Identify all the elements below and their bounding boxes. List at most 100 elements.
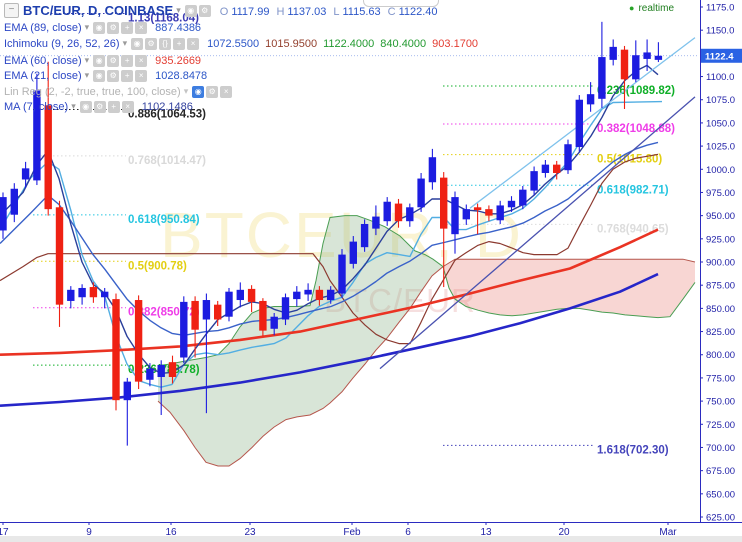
chevron-down-icon[interactable]: ▾ (183, 86, 189, 96)
candle-body (225, 291, 233, 317)
indicator-label[interactable]: EMA (89, close) (4, 21, 82, 34)
eye-icon[interactable]: ◉ (93, 21, 106, 34)
candle-body (112, 299, 120, 401)
indicator-value: 840.4000 (380, 37, 427, 50)
price-axis[interactable]: 1175.0 1150.0 1100.0 1075.0 1050.0 1025.0 1000… (700, 3, 742, 524)
time-axis[interactable]: 17 9 16 23 Feb 6 13 20 Mar (0, 522, 677, 538)
candle-body (620, 49, 629, 80)
close-icon[interactable]: × (135, 21, 148, 34)
legend-row-ma7: MA (7, close) ▾ ◉ ⚙ + × 1102.1486 (4, 99, 193, 114)
gear-icon[interactable]: ⚙ (145, 37, 158, 50)
gear-icon[interactable]: ⚙ (107, 54, 120, 67)
candle-body (44, 105, 52, 210)
candle-body (0, 197, 7, 231)
close-icon[interactable]: × (121, 100, 134, 113)
legend-row-linreg: Lin Reg (2, -2, true, true, 100, close) ▾… (4, 84, 234, 99)
close-icon[interactable]: × (187, 37, 200, 50)
candle-body (180, 301, 188, 358)
indicator-label[interactable]: MA (7, close) (4, 100, 69, 113)
realtime-status: ● realtime (629, 3, 674, 14)
candle-body (236, 289, 244, 301)
chevron-down-icon[interactable]: ▾ (84, 55, 90, 65)
candle-body (33, 90, 41, 181)
close-icon[interactable]: × (135, 69, 148, 82)
candle-body (67, 289, 75, 301)
axes (0, 0, 742, 523)
price-tick-label: 625.00 (706, 513, 735, 524)
symbol-title[interactable]: BTC/EUR, D, COINBASE (23, 3, 174, 18)
plus-icon[interactable]: + (107, 100, 120, 113)
bottom-edge-strip (0, 536, 742, 542)
close-icon[interactable]: × (220, 85, 233, 98)
gear-icon[interactable]: ⚙ (206, 85, 219, 98)
indicator-label[interactable]: Ichimoku (9, 26, 52, 26) (4, 37, 120, 50)
chevron-down-icon[interactable]: ▾ (84, 22, 90, 32)
eye-icon[interactable]: ◉ (184, 4, 197, 17)
candle-body (270, 316, 278, 329)
ichimoku-cloud-red (443, 259, 695, 318)
chevron-down-icon[interactable]: ▾ (84, 70, 90, 80)
ohlc-letter: C (387, 5, 396, 18)
gear-icon[interactable]: ⚙ (93, 100, 106, 113)
price-tick-label: 700.00 (706, 443, 735, 454)
collapse-legend-button[interactable]: − (4, 3, 19, 18)
candle-body (519, 189, 527, 206)
eye-icon[interactable]: ◉ (93, 69, 106, 82)
candle-body (541, 164, 550, 173)
candle-body (259, 300, 267, 331)
plus-icon[interactable]: + (121, 54, 134, 67)
candle-body (304, 289, 312, 295)
eye-icon[interactable]: ◉ (79, 100, 92, 113)
chevron-down-icon[interactable]: ▾ (122, 38, 128, 48)
candle-body (214, 304, 222, 320)
candle-body (654, 55, 663, 60)
candle-body (338, 254, 346, 294)
gear-icon[interactable]: ⚙ (198, 4, 211, 17)
eye-icon[interactable]: ◉ (131, 37, 144, 50)
candle-body (553, 164, 561, 173)
candle-body (157, 364, 165, 377)
chevron-down-icon[interactable]: ▾ (176, 5, 181, 15)
ohlc-readout: O 1117.99 H 1137.03 L 1115.63 C 1122.40 (213, 2, 438, 20)
candle-body (643, 52, 651, 59)
candle-body (564, 144, 572, 171)
price-tick-label: 675.00 (706, 466, 735, 477)
chevron-down-icon[interactable]: ▾ (71, 101, 76, 111)
candle-body (78, 287, 86, 298)
braces-icon[interactable]: {} (159, 37, 172, 50)
legend-row-ema89: EMA (89, close) ▾ ◉ ⚙ + × 887.4386 (4, 20, 201, 35)
fib-label-left: 1.13(1168.04) (128, 12, 199, 24)
linreg-median-line (379, 96, 696, 370)
plus-icon[interactable]: + (121, 69, 134, 82)
candle-body (146, 368, 154, 380)
gear-icon[interactable]: ⚙ (107, 21, 120, 34)
fib-label-right: 0.236(1089.82) (597, 85, 675, 97)
candle-body (293, 291, 301, 300)
candle-body (406, 207, 414, 222)
fib-label-left: 0.5(900.78) (128, 260, 187, 272)
plus-icon[interactable]: + (121, 21, 134, 34)
last-price-tag (701, 48, 742, 63)
legend-row-ema60: EMA (60, close) ▾ ◉ ⚙ + × 935.2669 (4, 53, 201, 68)
close-icon[interactable]: × (135, 54, 148, 67)
ohlc-letter: O (219, 5, 229, 18)
gear-icon[interactable]: ⚙ (107, 69, 120, 82)
candle-body (21, 168, 30, 180)
candle-body (394, 203, 403, 222)
ichimoku-cloud-green (158, 215, 443, 466)
price-tick-label: 900.00 (706, 258, 735, 269)
plus-icon[interactable]: + (173, 37, 186, 50)
price-tick-label: 800.00 (706, 350, 735, 361)
price-tick-label: 775.00 (706, 373, 735, 384)
ichimoku-tenkan-line (0, 100, 663, 388)
indicator-label[interactable]: EMA (21, close) (4, 69, 82, 82)
time-tick-label: 13 (480, 527, 492, 538)
eye-icon[interactable]: ◉ (93, 54, 106, 67)
time-tick-label: Mar (659, 527, 677, 538)
indicator-label[interactable]: EMA (60, close) (4, 54, 82, 67)
indicator-label[interactable]: Lin Reg (2, -2, true, true, 100, close) (4, 85, 181, 98)
eye-icon[interactable]: ◉ (192, 85, 205, 98)
candle-body (575, 99, 583, 148)
plot-area[interactable]: 1.13(1168.04) 0.886(1064.53) 0.768(1014.47… (0, 12, 698, 467)
